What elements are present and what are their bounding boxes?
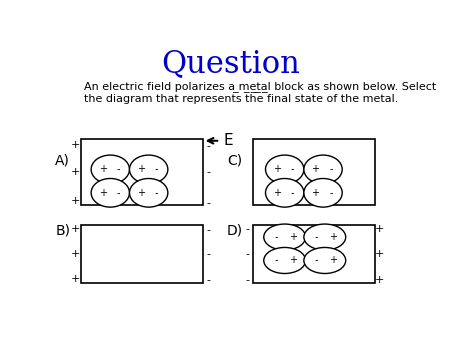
Text: +: + — [329, 232, 337, 242]
Text: -: - — [117, 164, 120, 174]
Ellipse shape — [304, 224, 346, 250]
Text: +: + — [375, 275, 385, 285]
Text: C): C) — [228, 153, 243, 167]
Text: +: + — [71, 249, 80, 259]
Text: -: - — [206, 275, 210, 285]
Text: -: - — [291, 164, 294, 174]
Text: -: - — [329, 164, 333, 174]
Text: -: - — [245, 275, 249, 285]
Text: -: - — [291, 188, 294, 198]
Text: +: + — [289, 256, 297, 265]
Text: +: + — [71, 224, 80, 234]
Text: Question: Question — [161, 48, 300, 79]
Ellipse shape — [304, 155, 342, 184]
Text: +: + — [289, 232, 297, 242]
Bar — [81, 225, 202, 283]
Text: +: + — [71, 167, 80, 177]
Text: -: - — [117, 188, 120, 198]
Text: -: - — [206, 249, 210, 259]
Text: -: - — [274, 232, 278, 242]
Text: +: + — [375, 249, 385, 259]
Text: E: E — [224, 133, 233, 148]
Text: An electric field polarizes a ̲m̲e̲t̲a̲l block as shown below. Select: An electric field polarizes a ̲m̲e̲t̲a̲l… — [84, 81, 436, 92]
Ellipse shape — [264, 247, 306, 273]
Text: +: + — [99, 164, 107, 174]
Text: +: + — [71, 274, 80, 284]
Text: +: + — [329, 256, 337, 265]
Text: -: - — [206, 225, 210, 236]
Text: -: - — [206, 198, 210, 208]
Text: -: - — [245, 224, 249, 234]
Text: -: - — [155, 164, 158, 174]
Ellipse shape — [91, 178, 130, 207]
Text: -: - — [206, 167, 210, 177]
Bar — [81, 140, 202, 204]
Text: B): B) — [55, 223, 70, 238]
Ellipse shape — [264, 224, 306, 250]
Text: +: + — [311, 188, 320, 198]
Ellipse shape — [91, 155, 130, 184]
Ellipse shape — [130, 178, 168, 207]
Ellipse shape — [130, 155, 168, 184]
Text: +: + — [273, 164, 281, 174]
Text: -: - — [329, 188, 333, 198]
Ellipse shape — [304, 247, 346, 273]
Text: -: - — [274, 256, 278, 265]
Ellipse shape — [266, 155, 304, 184]
Bar — [253, 225, 375, 283]
Text: +: + — [375, 224, 385, 234]
Text: +: + — [137, 188, 145, 198]
Text: -: - — [155, 188, 158, 198]
Text: +: + — [137, 164, 145, 174]
Text: +: + — [71, 196, 80, 206]
Text: the diagram that represents the final state of the metal.: the diagram that represents the final st… — [84, 94, 399, 104]
Text: -: - — [245, 249, 249, 259]
Text: +: + — [99, 188, 107, 198]
Bar — [253, 140, 375, 204]
Text: -: - — [206, 141, 210, 151]
Text: +: + — [311, 164, 320, 174]
Text: A): A) — [55, 153, 70, 167]
Ellipse shape — [266, 178, 304, 207]
Text: -: - — [314, 256, 318, 265]
Text: -: - — [314, 232, 318, 242]
Text: +: + — [71, 140, 80, 150]
Ellipse shape — [304, 178, 342, 207]
Text: D): D) — [227, 223, 243, 238]
Text: +: + — [273, 188, 281, 198]
